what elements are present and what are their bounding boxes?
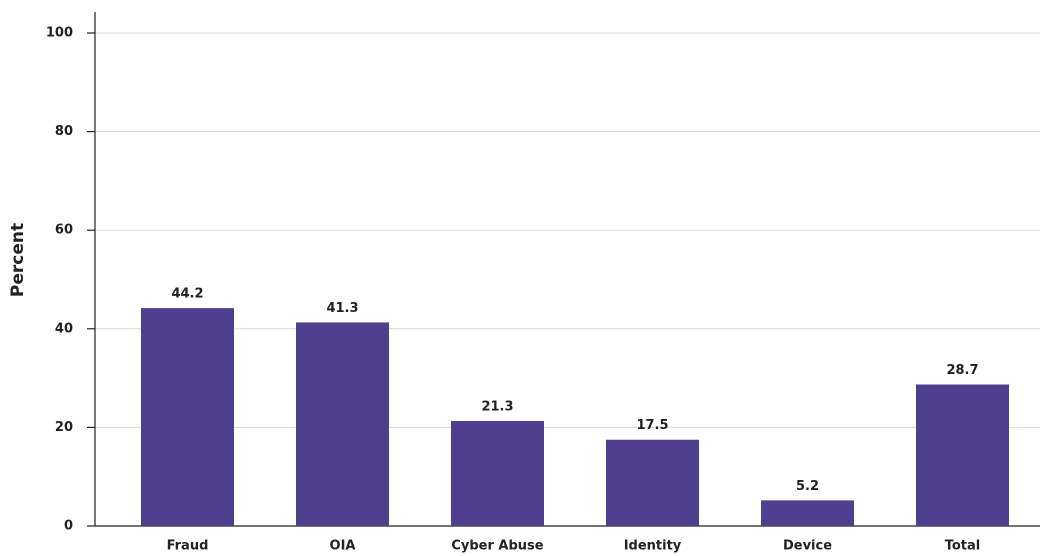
- x-tick-label: Cyber Abuse: [451, 539, 543, 554]
- data-label: 41.3: [326, 301, 358, 316]
- data-label: 17.5: [636, 418, 668, 433]
- y-tick-label: 60: [55, 223, 73, 238]
- data-label: 5.2: [796, 479, 819, 494]
- x-tick-label: Device: [783, 539, 832, 554]
- bar: [296, 322, 389, 526]
- bar: [606, 439, 699, 526]
- bar: [761, 500, 854, 526]
- x-tick-label: Identity: [624, 539, 682, 554]
- data-label: 28.7: [946, 363, 978, 378]
- data-label: 44.2: [171, 287, 203, 302]
- bar: [141, 308, 234, 526]
- y-tick-label: 40: [55, 321, 73, 336]
- bar: [451, 420, 544, 526]
- bar: [916, 384, 1009, 526]
- y-tick-label: 80: [55, 124, 73, 139]
- x-tick-label: Total: [945, 539, 981, 554]
- data-label: 21.3: [481, 399, 513, 414]
- x-tick-label: OIA: [330, 539, 356, 554]
- y-tick-label: 100: [46, 26, 73, 41]
- y-axis-title: Percent: [8, 223, 28, 297]
- x-tick-label: Fraud: [167, 539, 209, 554]
- y-tick-label: 20: [55, 420, 73, 435]
- y-tick-label: 0: [64, 519, 73, 534]
